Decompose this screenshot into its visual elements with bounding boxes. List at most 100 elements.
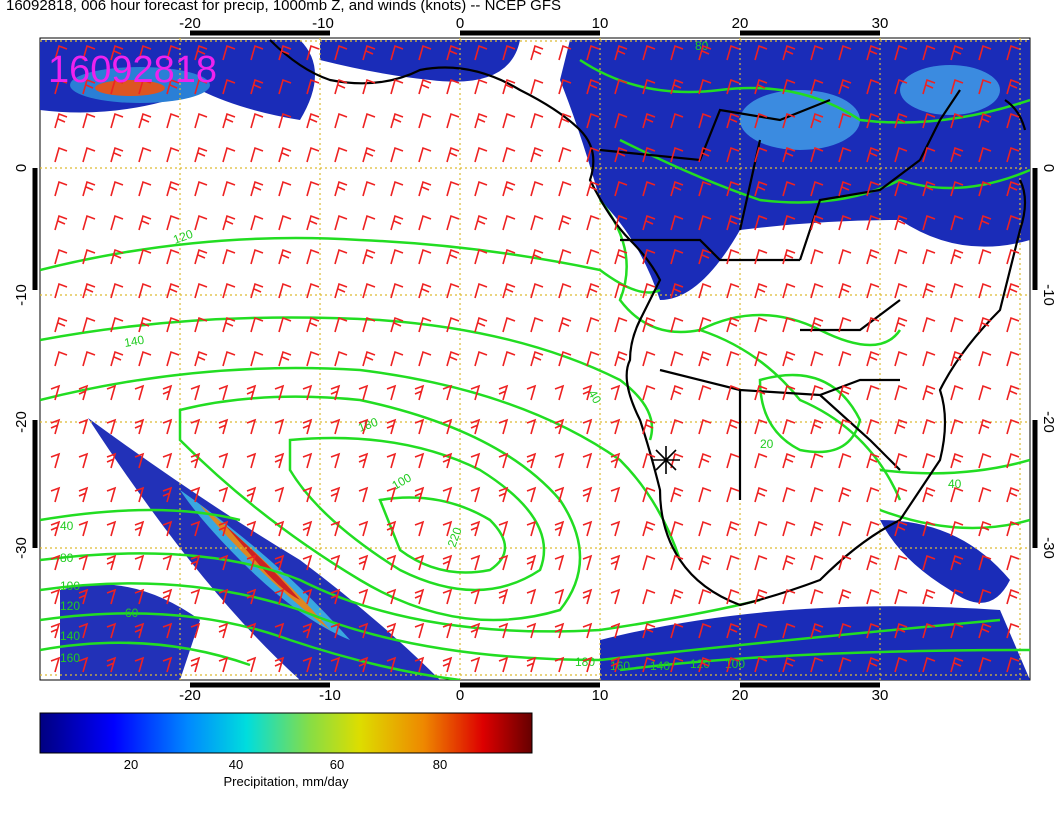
wind-barb: [582, 656, 593, 673]
precip-colorbar: [39, 712, 533, 754]
wind-barb: [418, 146, 432, 163]
wind-barb: [894, 588, 908, 605]
wind-barb: [502, 44, 516, 61]
wind-barb: [82, 214, 96, 231]
wind-barb: [866, 44, 880, 61]
wind-barb: [278, 316, 292, 333]
wind-barb: [218, 520, 229, 537]
wind-barb: [610, 554, 621, 571]
wind-barb: [810, 350, 824, 367]
wind-barb: [782, 554, 796, 571]
contour-label: 140: [123, 333, 145, 350]
wind-barb: [190, 588, 201, 605]
wind-barb: [302, 452, 313, 469]
wind-barb: [978, 656, 992, 673]
contour-label: 220: [445, 525, 465, 549]
wind-barb: [54, 282, 68, 299]
wind-barb: [866, 452, 880, 469]
wind-barb: [558, 180, 572, 197]
wind-barb: [670, 350, 684, 367]
wind-barb: [554, 418, 565, 435]
wind-barb: [726, 418, 740, 435]
wind-barb: [138, 180, 152, 197]
wind-barb: [390, 214, 404, 231]
wind-barb: [334, 282, 348, 299]
wind-barb: [530, 146, 544, 163]
wind-barb: [950, 452, 964, 469]
wind-barb: [866, 282, 880, 299]
wind-barb: [642, 384, 656, 401]
lat-tick-label: 0: [1040, 164, 1056, 172]
wind-barb: [502, 350, 516, 367]
wind-barb: [82, 146, 96, 163]
wind-barb: [190, 418, 201, 435]
wind-barb: [498, 452, 509, 469]
wind-barb: [194, 112, 208, 129]
lat-tick-label: -30: [1040, 537, 1056, 559]
wind-barb: [558, 112, 572, 129]
wind-barb: [698, 520, 712, 537]
date-stamp: 16092818: [48, 49, 217, 91]
wind-barb: [162, 588, 173, 605]
wind-barb: [218, 384, 229, 401]
wind-barb: [418, 78, 432, 95]
wind-barb: [922, 214, 936, 231]
wind-barb: [894, 214, 908, 231]
contour-label: 140: [60, 629, 80, 643]
wind-barb: [334, 248, 348, 265]
wind-barb: [446, 282, 460, 299]
wind-barb: [390, 350, 404, 367]
wind-barb: [922, 112, 936, 129]
wind-barb: [838, 588, 852, 605]
wind-barb: [554, 656, 565, 673]
wind-barb: [194, 180, 208, 197]
wind-barb: [642, 316, 656, 333]
wind-barb: [894, 282, 908, 299]
wind-barb: [334, 214, 348, 231]
wind-barb: [110, 112, 124, 129]
wind-barb: [642, 452, 656, 469]
wind-barb: [642, 418, 656, 435]
wind-barb: [810, 520, 824, 537]
wind-barb: [190, 622, 201, 639]
wind-barb: [470, 452, 481, 469]
contour-labels: 120 140 180 100 220 40 80 100 120 60 140…: [60, 39, 962, 673]
contour-label: 120: [60, 599, 80, 613]
wind-barb: [670, 180, 684, 197]
wind-barb: [330, 486, 341, 503]
wind-barb: [50, 418, 61, 435]
wind-barb: [922, 520, 936, 537]
wind-barb: [362, 316, 376, 333]
wind-barb: [306, 146, 320, 163]
wind-barb: [470, 656, 481, 673]
wind-barb: [1006, 520, 1020, 537]
wind-barb: [414, 486, 425, 503]
wind-barb: [838, 112, 852, 129]
wind-barb: [530, 350, 544, 367]
wind-barb: [642, 656, 656, 673]
wind-barb: [670, 520, 684, 537]
wind-barb: [390, 44, 404, 61]
wind-barb: [446, 248, 460, 265]
wind-barb: [390, 248, 404, 265]
wind-barb: [526, 588, 537, 605]
wind-barb: [442, 588, 453, 605]
wind-barb: [1006, 350, 1020, 367]
wind-barb: [414, 418, 425, 435]
wind-barb: [1006, 622, 1020, 639]
wind-barb: [78, 588, 89, 605]
wind-barb: [894, 418, 908, 435]
map-title: 16092818, 006 hour forecast for precip, …: [6, 0, 561, 14]
wind-barb: [978, 112, 992, 129]
wind-barb: [138, 78, 152, 95]
wind-barb: [134, 384, 145, 401]
wind-barb: [110, 44, 124, 61]
lat-tick-label: 0: [13, 164, 30, 172]
wind-barb: [250, 44, 264, 61]
wind-barb: [278, 146, 292, 163]
wind-barb: [614, 282, 628, 299]
wind-barb: [978, 452, 992, 469]
wind-barb: [274, 384, 285, 401]
wind-barb: [106, 656, 117, 673]
wind-barb: [502, 112, 516, 129]
